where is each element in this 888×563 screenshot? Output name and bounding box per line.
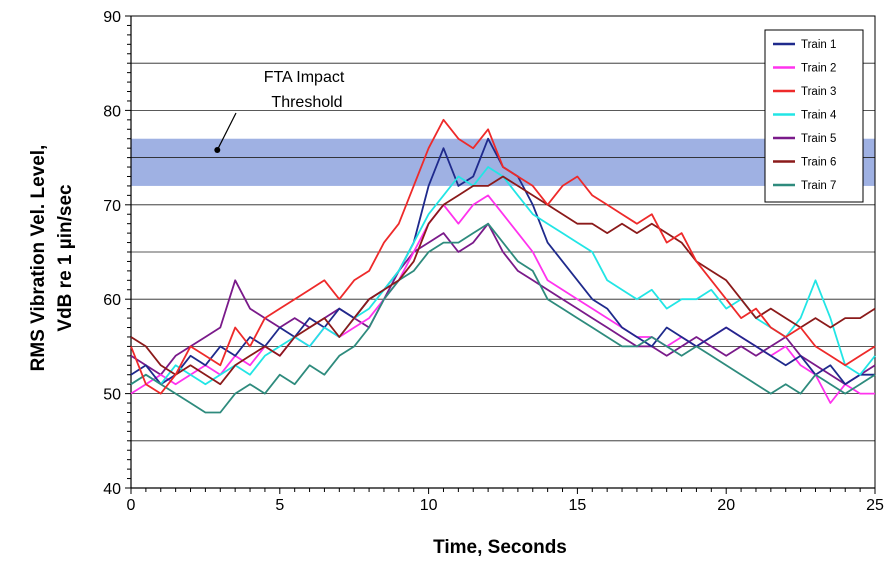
series-line-train-3 — [130, 118, 876, 395]
legend-label: Train 1 — [801, 39, 836, 51]
legend: Train 1 Train 2 Train 3 Train 4 Train 5 Train… — [764, 29, 864, 203]
y-axis-title-line2: VdB re 1 µin/sec — [55, 184, 76, 332]
y-axis: 40 50 60 70 80 90 — [103, 9, 132, 498]
y-tick-label: 40 — [103, 481, 121, 498]
x-tick-label: 15 — [569, 497, 587, 514]
legend-label: Train 3 — [801, 86, 836, 98]
y-axis-title-line1: RMS Vibration Vel. Level, — [28, 145, 49, 372]
legend-label: Train 5 — [801, 133, 836, 145]
legend-box — [764, 29, 864, 203]
x-tick-label: 25 — [866, 497, 884, 514]
annotation-dot — [214, 147, 221, 154]
x-tick-label: 5 — [275, 497, 284, 514]
series-line-train-5 — [130, 222, 876, 386]
legend-label: Train 2 — [801, 63, 836, 75]
series-line-train-6 — [130, 175, 876, 386]
legend-label: Train 6 — [801, 157, 836, 169]
y-tick-label: 50 — [103, 387, 121, 404]
x-tick-label: 10 — [420, 497, 438, 514]
annotation-pointer — [216, 112, 237, 151]
legend-label: Train 4 — [801, 110, 837, 122]
legend-label: Train 7 — [801, 180, 836, 192]
series-lines — [130, 118, 876, 414]
y-tick-label: 90 — [103, 9, 121, 26]
x-axis: 0 5 10 15 20 25 — [127, 487, 884, 514]
annotation-line1: FTA Impact — [264, 69, 345, 86]
threshold-band — [131, 138, 875, 186]
y-tick-label: 70 — [103, 198, 121, 215]
x-axis-title: Time, Seconds — [433, 537, 567, 558]
y-tick-label: 60 — [103, 292, 121, 309]
y-tick-label: 80 — [103, 103, 121, 120]
annotation-line2: Threshold — [271, 94, 342, 111]
series-line-train-7 — [130, 222, 876, 414]
x-tick-label: 20 — [717, 497, 735, 514]
x-tick-label: 0 — [127, 497, 136, 514]
